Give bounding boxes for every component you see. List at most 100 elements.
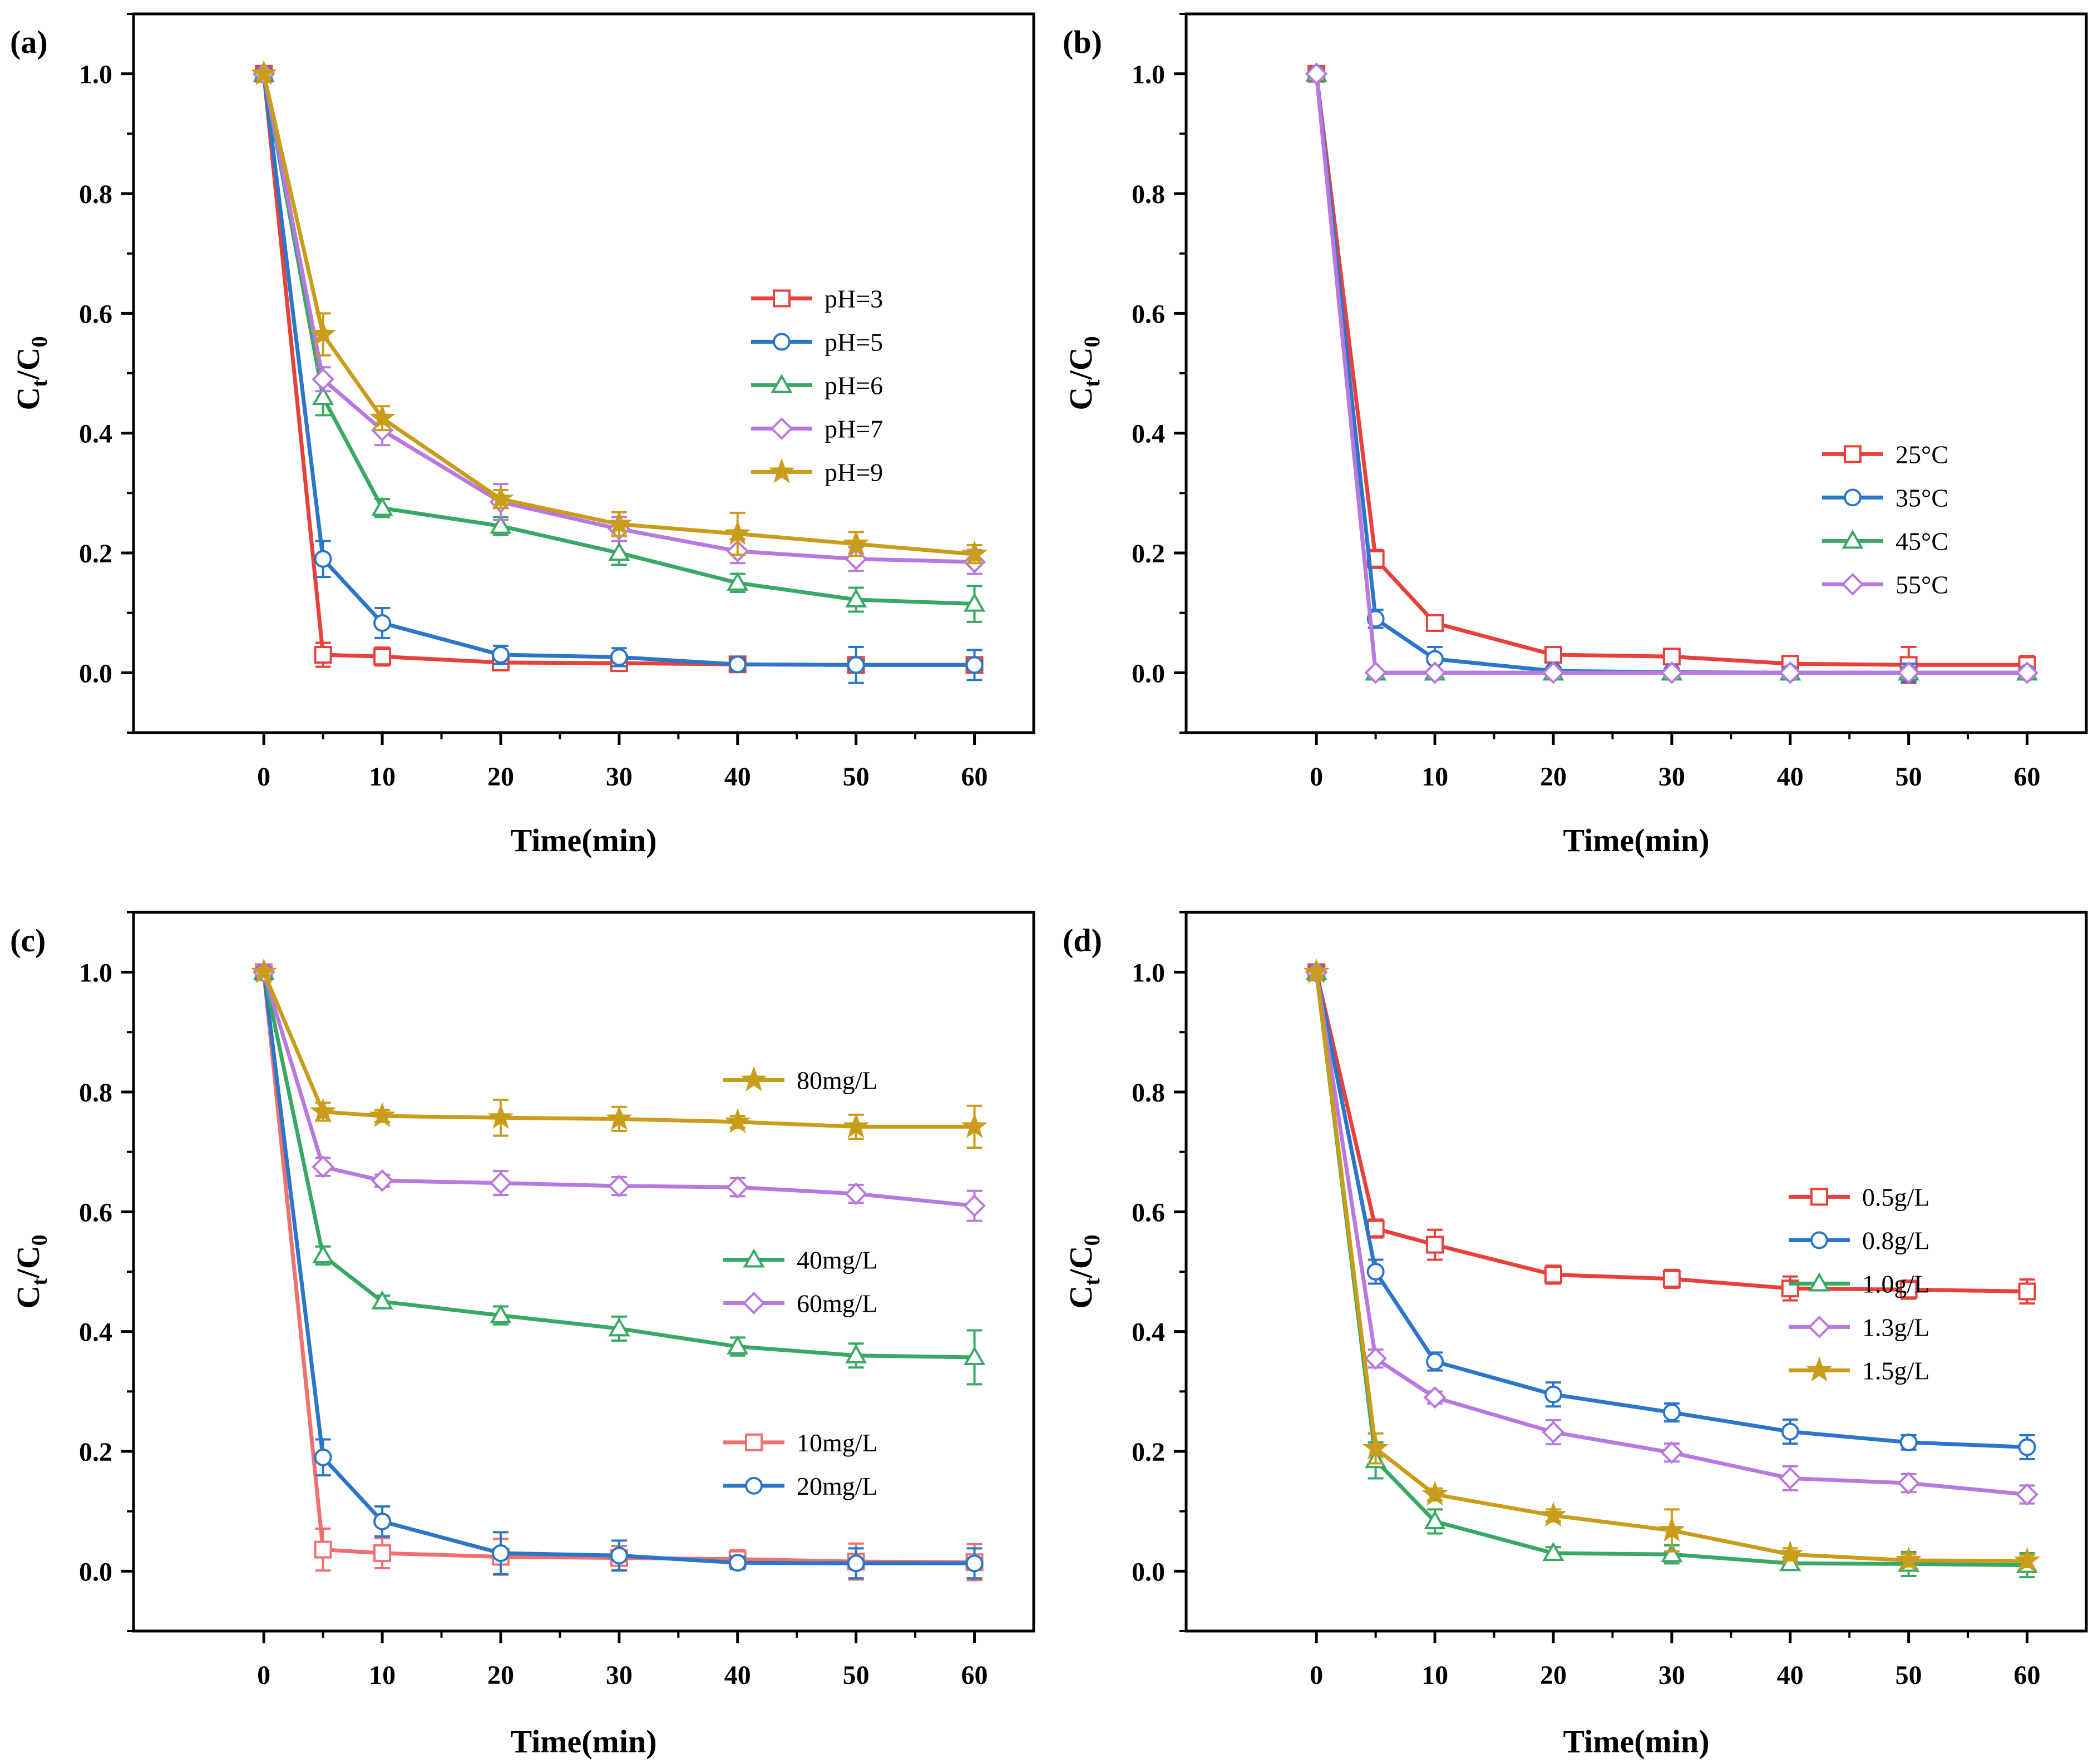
data-point <box>728 1554 747 1572</box>
y-tick-label: 0.2 <box>1132 1437 1165 1467</box>
y-tick-label: 0.6 <box>79 1198 112 1227</box>
panel-label: (b) <box>1063 24 1102 60</box>
data-point <box>724 1108 751 1133</box>
y-tick-label: 1.0 <box>79 60 112 90</box>
y-tick-label: 0.6 <box>79 299 112 329</box>
series-20mg/L <box>255 963 984 1580</box>
legend-label: pH=7 <box>825 414 883 443</box>
data-point <box>490 515 512 534</box>
legend-marker <box>1806 1356 1833 1382</box>
data-point <box>845 1182 867 1205</box>
data-point <box>1366 1219 1385 1238</box>
data-point <box>728 655 747 674</box>
data-point <box>608 1174 631 1198</box>
legend-label: 45°C <box>1895 527 1948 555</box>
legend-label: 1.0g/L <box>1862 1269 1929 1298</box>
y-axis-title-part: t <box>1079 379 1104 387</box>
x-tick-label: 60 <box>2014 1661 2041 1690</box>
series-line <box>261 73 975 556</box>
data-point <box>1303 958 1330 984</box>
series-pH=5 <box>255 65 984 684</box>
data-point <box>961 540 988 566</box>
legend-marker <box>771 374 793 393</box>
data-point <box>1423 661 1447 684</box>
panel-label: (d) <box>1063 922 1102 958</box>
chart-panel: (a) 0 10 20 30 40 50 60 0.0 0.2 0.4 0.6 0.8 1.0 Time(m… <box>10 12 1035 858</box>
y-tick-label: 0.2 <box>1132 539 1165 569</box>
y-tick-label: 0.0 <box>79 659 112 688</box>
data-point <box>312 386 334 406</box>
data-point <box>2018 1438 2036 1456</box>
x-axis-title: Time(min) <box>510 822 656 858</box>
data-point <box>314 1448 332 1466</box>
x-tick-label: 10 <box>1421 1661 1448 1690</box>
series-80mg/L <box>250 958 988 1149</box>
data-point <box>1899 1281 1918 1299</box>
y-axis-title: Ct/C0 <box>10 1234 52 1308</box>
series-line <box>1314 972 2027 1496</box>
data-point <box>490 1304 512 1323</box>
data-point <box>1779 1467 1802 1490</box>
legend-marker <box>1808 1316 1831 1338</box>
y-axis-title-part: t <box>27 1278 52 1286</box>
data-point <box>1660 661 1684 684</box>
legend-label: 20mg/L <box>797 1472 878 1500</box>
y-tick-label: 0.2 <box>79 1437 112 1467</box>
series-line <box>261 73 975 564</box>
y-tick-label: 0.4 <box>79 419 112 449</box>
data-point <box>310 320 337 346</box>
data-point <box>314 1540 332 1559</box>
series-line <box>1314 972 2027 1563</box>
legend-label: 80mg/L <box>797 1066 878 1094</box>
data-point <box>965 656 984 674</box>
data-point <box>312 1244 334 1264</box>
data-point <box>1366 1263 1385 1281</box>
data-point <box>1423 1386 1447 1409</box>
series-line <box>261 972 975 1564</box>
y-axis-title-part: 0 <box>1079 336 1104 347</box>
y-axis-title-part: C <box>10 387 46 411</box>
legend-label: 35°C <box>1895 483 1948 512</box>
chart-panel: (c) 0 10 20 30 40 50 60 0.0 0.2 0.4 0.6 0.8 1.0 Time(m… <box>10 911 1035 1760</box>
data-point <box>1542 1421 1565 1444</box>
data-point <box>310 1098 337 1123</box>
y-tick-label: 1.0 <box>1132 60 1165 90</box>
series-0.8g/L <box>1307 963 2036 1460</box>
x-tick-label: 60 <box>2014 762 2041 792</box>
data-point <box>1544 1385 1562 1404</box>
series-pH=7 <box>252 62 986 575</box>
data-point <box>608 541 630 561</box>
data-point <box>312 368 334 391</box>
data-point <box>847 1554 865 1573</box>
data-point <box>487 485 514 511</box>
x-tick-label: 40 <box>1777 762 1804 792</box>
x-tick-label: 30 <box>606 762 633 792</box>
legend-label: pH=9 <box>825 458 883 486</box>
data-point <box>1364 661 1387 684</box>
x-tick-label: 20 <box>1540 762 1567 792</box>
series-40mg/L <box>253 961 986 1386</box>
legend: pH=3 pH=5 pH=6 pH=7 pH=9 <box>751 284 883 486</box>
y-axis-title: Ct/C0 <box>1063 1234 1104 1308</box>
data-point <box>1779 661 1802 684</box>
y-axis-title-part: 0 <box>1079 1234 1104 1246</box>
y-axis-title-part: C <box>1063 387 1099 411</box>
x-tick-label: 0 <box>257 1661 270 1690</box>
data-point <box>2016 661 2038 684</box>
legend-marker <box>1810 1188 1828 1206</box>
data-point <box>314 646 332 664</box>
data-point <box>373 648 392 666</box>
legend-marker <box>745 1433 763 1451</box>
data-point <box>727 571 749 591</box>
data-point <box>373 1544 392 1563</box>
data-point <box>314 550 332 568</box>
y-axis-title-part: 0 <box>27 336 52 347</box>
chart-panel: (b) 0 10 20 30 40 50 60 0.0 0.2 0.4 0.6 0.8 1.0 Time(m… <box>1063 12 2088 858</box>
series-pH=9 <box>250 60 988 566</box>
x-axis-title: Time(min) <box>1563 822 1709 858</box>
x-tick-label: 20 <box>1540 1661 1567 1690</box>
data-point <box>847 656 865 674</box>
series-line <box>261 971 975 1129</box>
legend-label: 0.5g/L <box>1862 1183 1929 1211</box>
